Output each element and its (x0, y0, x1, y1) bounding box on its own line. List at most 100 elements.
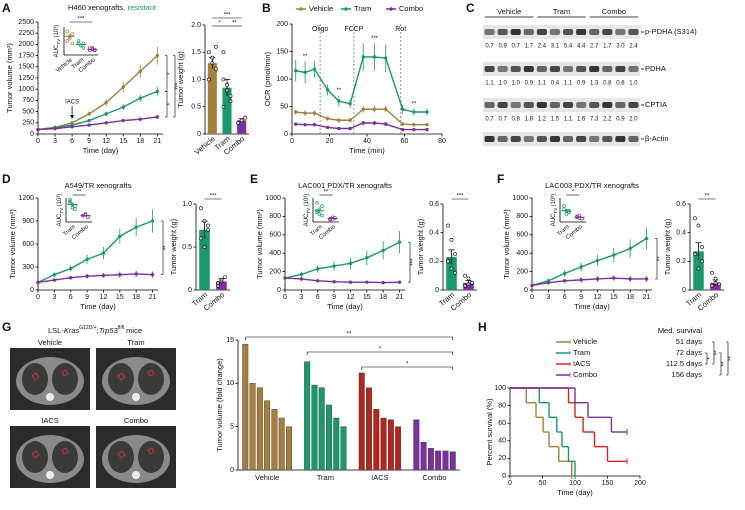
y-tick-label: 2000 (18, 41, 34, 48)
marker (595, 258, 600, 263)
marker (425, 127, 429, 132)
data-point (466, 276, 471, 281)
band-quant: 0.7 (498, 117, 507, 123)
marker (299, 272, 304, 277)
group-label: Combo (602, 7, 626, 16)
x-tick-label: 0 (36, 294, 40, 301)
median-label: 156 days (672, 370, 703, 379)
image-label: IACS (41, 416, 59, 425)
band-quant: 1.6 (577, 117, 586, 123)
y-axis-label: Tumor volume (mm³) (502, 209, 511, 279)
blot-band (563, 102, 574, 108)
sig-label: ** (729, 356, 735, 361)
band-quant: 0.7 (485, 44, 494, 50)
y-tick-label: 0.5 (182, 244, 192, 251)
sig-label: *** (209, 194, 217, 200)
sig-label: ** (164, 245, 170, 250)
line-series (37, 116, 158, 131)
x-tick-label: 9 (87, 138, 91, 145)
data-point (713, 276, 718, 281)
marker (138, 117, 142, 121)
band-quant: 1.5 (551, 117, 560, 123)
marker (294, 122, 298, 126)
sig-label: * (406, 362, 409, 368)
bar (358, 372, 365, 471)
marker (121, 118, 125, 123)
data-point (76, 39, 81, 43)
marker (563, 271, 567, 276)
blot-band (615, 102, 626, 108)
marker (325, 125, 330, 130)
marker (325, 88, 330, 92)
marker (85, 274, 89, 278)
y-tick-label: 150 (276, 48, 288, 55)
x-axis-label: Time (day) (327, 302, 363, 311)
marker (134, 225, 138, 229)
marker (530, 283, 534, 288)
marker (361, 107, 365, 111)
title-part: ; (97, 326, 99, 335)
x-tick-label: 12 (347, 294, 355, 301)
blot-band (602, 136, 613, 142)
bar (285, 426, 292, 471)
band-quant: 0.4 (551, 81, 560, 87)
marker (155, 115, 160, 119)
panel-label: D (2, 172, 11, 186)
bar (222, 87, 232, 134)
y-axis-label-part: AUC (304, 213, 310, 226)
y-axis-label-part: AUC (551, 213, 557, 226)
blot-band (615, 66, 626, 72)
data-point (86, 215, 90, 219)
data-point (696, 223, 701, 228)
group-label: Vehicle (497, 7, 521, 16)
y-tick-label: 0 (502, 473, 506, 480)
data-point (221, 77, 226, 82)
blot-band (563, 66, 574, 72)
panel-label: C (466, 1, 475, 15)
bar (366, 387, 372, 471)
data-point (221, 50, 226, 55)
y-axis-label-part: TV (59, 208, 64, 214)
blot-strip (483, 132, 640, 146)
bar (199, 229, 210, 290)
group-label: Tram (317, 473, 334, 482)
bar (311, 384, 318, 471)
y-tick-label: 0 (284, 131, 288, 138)
panel-label: B (262, 1, 271, 15)
x-tick-label: 50 (539, 480, 547, 487)
y-axis-label-part: AUC (54, 44, 60, 57)
y-tick-label: 1000 (512, 195, 528, 202)
ct-lung (138, 363, 164, 395)
bar (710, 282, 721, 290)
median-label: 112.5 days (666, 359, 702, 368)
y-axis-label: Tumor volume (mm³) (5, 43, 14, 113)
legend-label: Tram (573, 348, 590, 357)
bar (395, 426, 402, 471)
y-axis-label: Tumor weight (g) (416, 218, 425, 275)
marker (400, 107, 405, 111)
band-quant: 4.4 (577, 44, 586, 50)
bar (693, 251, 704, 290)
y-tick-label: 250 (22, 120, 34, 127)
y-tick-label: 200 (516, 268, 528, 275)
x-axis-label: Time (day) (574, 302, 610, 311)
blot-band (602, 102, 613, 108)
row-label: PDHA (645, 64, 666, 73)
data-point (210, 61, 215, 66)
marker (361, 121, 365, 125)
marker (400, 127, 405, 132)
y-tick-label: 1.0 (191, 76, 201, 83)
group-label: Tram (553, 7, 570, 16)
y-axis-label: Percent survival (%) (485, 398, 494, 466)
blot-band (497, 29, 508, 35)
marker (155, 53, 160, 58)
marker (138, 69, 142, 73)
band-quant: 1.0 (498, 81, 507, 87)
x-tick-label: 0 (36, 138, 40, 145)
blot-band (536, 136, 547, 142)
blot-band (628, 136, 639, 142)
marker (312, 67, 317, 71)
x-tick-label: 18 (626, 294, 634, 301)
line-series (37, 90, 158, 131)
data-point (225, 88, 229, 93)
